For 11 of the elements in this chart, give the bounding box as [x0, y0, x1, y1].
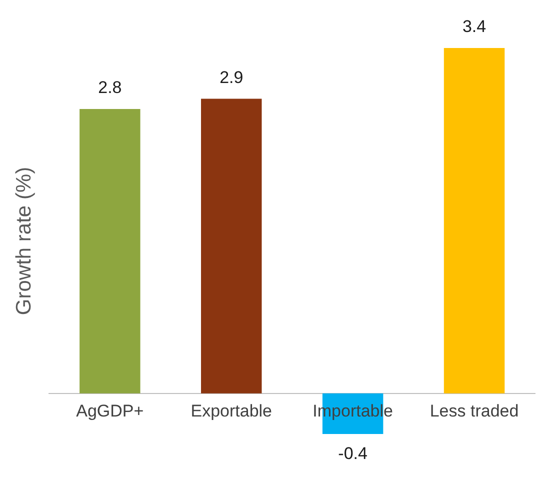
y-axis-title: Growth rate (%) [12, 166, 36, 316]
data-label: 3.4 [462, 17, 486, 36]
data-label: 2.9 [220, 68, 244, 87]
data-label: 2.8 [98, 78, 122, 98]
x-tick-label: AgGDP+ [76, 401, 144, 420]
bar [444, 48, 505, 394]
data-label: -0.4 [338, 444, 368, 464]
bar [80, 108, 140, 394]
x-tick-label: Less traded [430, 401, 519, 420]
bar [201, 98, 262, 394]
x-tick-label: Exportable [190, 401, 272, 420]
